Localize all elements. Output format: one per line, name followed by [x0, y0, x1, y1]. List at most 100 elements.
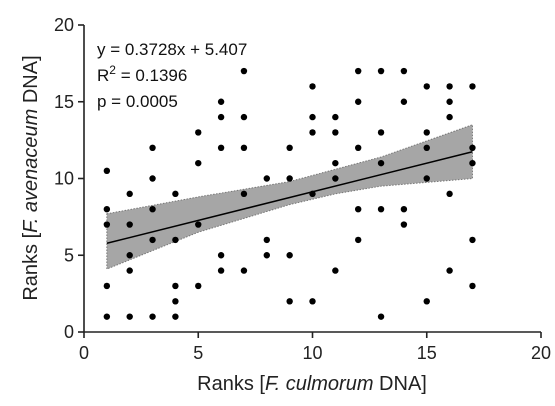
- data-point: [172, 313, 179, 320]
- data-point: [195, 282, 202, 290]
- data-point: [400, 98, 408, 105]
- x-tick-label: 15: [417, 343, 437, 363]
- data-point: [172, 190, 179, 198]
- data-point: [172, 236, 179, 244]
- x-tick-label: 20: [531, 343, 551, 363]
- data-point: [263, 175, 270, 182]
- y-tick-label: 20: [54, 15, 74, 35]
- equation-annotation: y = 0.3728x + 5.407: [97, 40, 247, 59]
- data-point: [400, 67, 408, 75]
- data-point: [446, 267, 453, 274]
- data-point: [423, 175, 430, 182]
- data-point: [149, 144, 156, 151]
- data-point: [309, 113, 316, 121]
- y-tick-label: 0: [64, 322, 74, 342]
- data-point: [217, 144, 225, 151]
- data-point: [332, 267, 339, 274]
- data-point: [149, 175, 156, 182]
- data-point: [469, 83, 476, 90]
- data-point: [400, 221, 408, 228]
- y-axis-title: Ranks [F. avenaceum DNA]: [20, 55, 42, 300]
- data-point: [469, 236, 476, 244]
- data-point: [240, 190, 248, 198]
- data-point: [149, 313, 156, 320]
- tick-labels: 0 5 10 15 20 0 5 10 15 20: [54, 15, 551, 363]
- data-point: [263, 236, 270, 244]
- data-point: [332, 113, 339, 121]
- data-point: [195, 221, 202, 228]
- data-point: [446, 98, 453, 105]
- data-point: [377, 129, 385, 136]
- data-point: [446, 190, 453, 198]
- data-point: [423, 129, 430, 136]
- data-point: [263, 252, 270, 259]
- data-point: [355, 67, 362, 75]
- y-tick-label: 15: [54, 92, 74, 112]
- data-point: [217, 113, 225, 121]
- data-point: [309, 129, 316, 136]
- data-point: [377, 206, 385, 213]
- data-point: [103, 206, 111, 213]
- data-point: [217, 98, 225, 105]
- data-point: [355, 144, 362, 151]
- data-point: [126, 252, 133, 259]
- data-point: [400, 206, 408, 213]
- data-point: [355, 98, 362, 105]
- data-point: [355, 206, 362, 213]
- data-point: [103, 221, 111, 228]
- data-point: [286, 298, 293, 305]
- data-point: [195, 159, 202, 167]
- data-point: [423, 83, 430, 90]
- data-point: [286, 252, 293, 259]
- data-point: [149, 236, 156, 244]
- data-point: [286, 175, 293, 182]
- data-point: [469, 282, 476, 290]
- data-point: [149, 206, 156, 213]
- data-point: [217, 267, 225, 274]
- r-squared-annotation: R2 = 0.1396: [97, 63, 187, 85]
- data-point: [377, 67, 385, 75]
- data-point: [103, 282, 111, 290]
- data-point: [309, 83, 316, 90]
- data-point: [103, 313, 111, 320]
- data-point: [240, 67, 248, 75]
- data-point: [195, 129, 202, 136]
- data-point: [126, 313, 133, 320]
- data-point: [377, 159, 385, 167]
- data-point: [240, 267, 248, 274]
- y-tick-label: 5: [64, 245, 74, 265]
- data-point: [446, 83, 453, 90]
- data-point: [423, 144, 430, 151]
- data-point: [126, 267, 133, 274]
- data-point: [446, 113, 453, 121]
- data-point: [469, 159, 476, 167]
- data-point: [126, 221, 133, 228]
- data-point: [309, 298, 316, 305]
- y-tick-label: 10: [54, 169, 74, 189]
- data-point: [126, 190, 133, 198]
- data-point: [172, 282, 179, 290]
- data-point: [423, 298, 430, 305]
- x-tick-label: 0: [79, 343, 89, 363]
- data-point: [172, 298, 179, 305]
- data-point: [355, 236, 362, 244]
- data-point: [286, 144, 293, 151]
- data-point: [332, 159, 339, 167]
- regression-line: [106, 150, 473, 245]
- data-point: [332, 129, 339, 136]
- p-value-annotation: p = 0.0005: [97, 92, 178, 111]
- data-point: [469, 144, 476, 151]
- x-axis-title: Ranks [F. culmorum DNA]: [197, 373, 427, 395]
- data-point: [377, 313, 385, 320]
- data-point: [309, 190, 316, 198]
- x-tick-label: 10: [302, 343, 322, 363]
- regression-line-layer: [106, 150, 473, 245]
- axes: [78, 24, 542, 338]
- data-point: [240, 113, 248, 121]
- data-point: [103, 167, 111, 175]
- data-point: [240, 144, 248, 151]
- scatter-points-layer: [103, 67, 476, 320]
- data-point: [217, 252, 225, 259]
- x-tick-label: 5: [193, 343, 203, 363]
